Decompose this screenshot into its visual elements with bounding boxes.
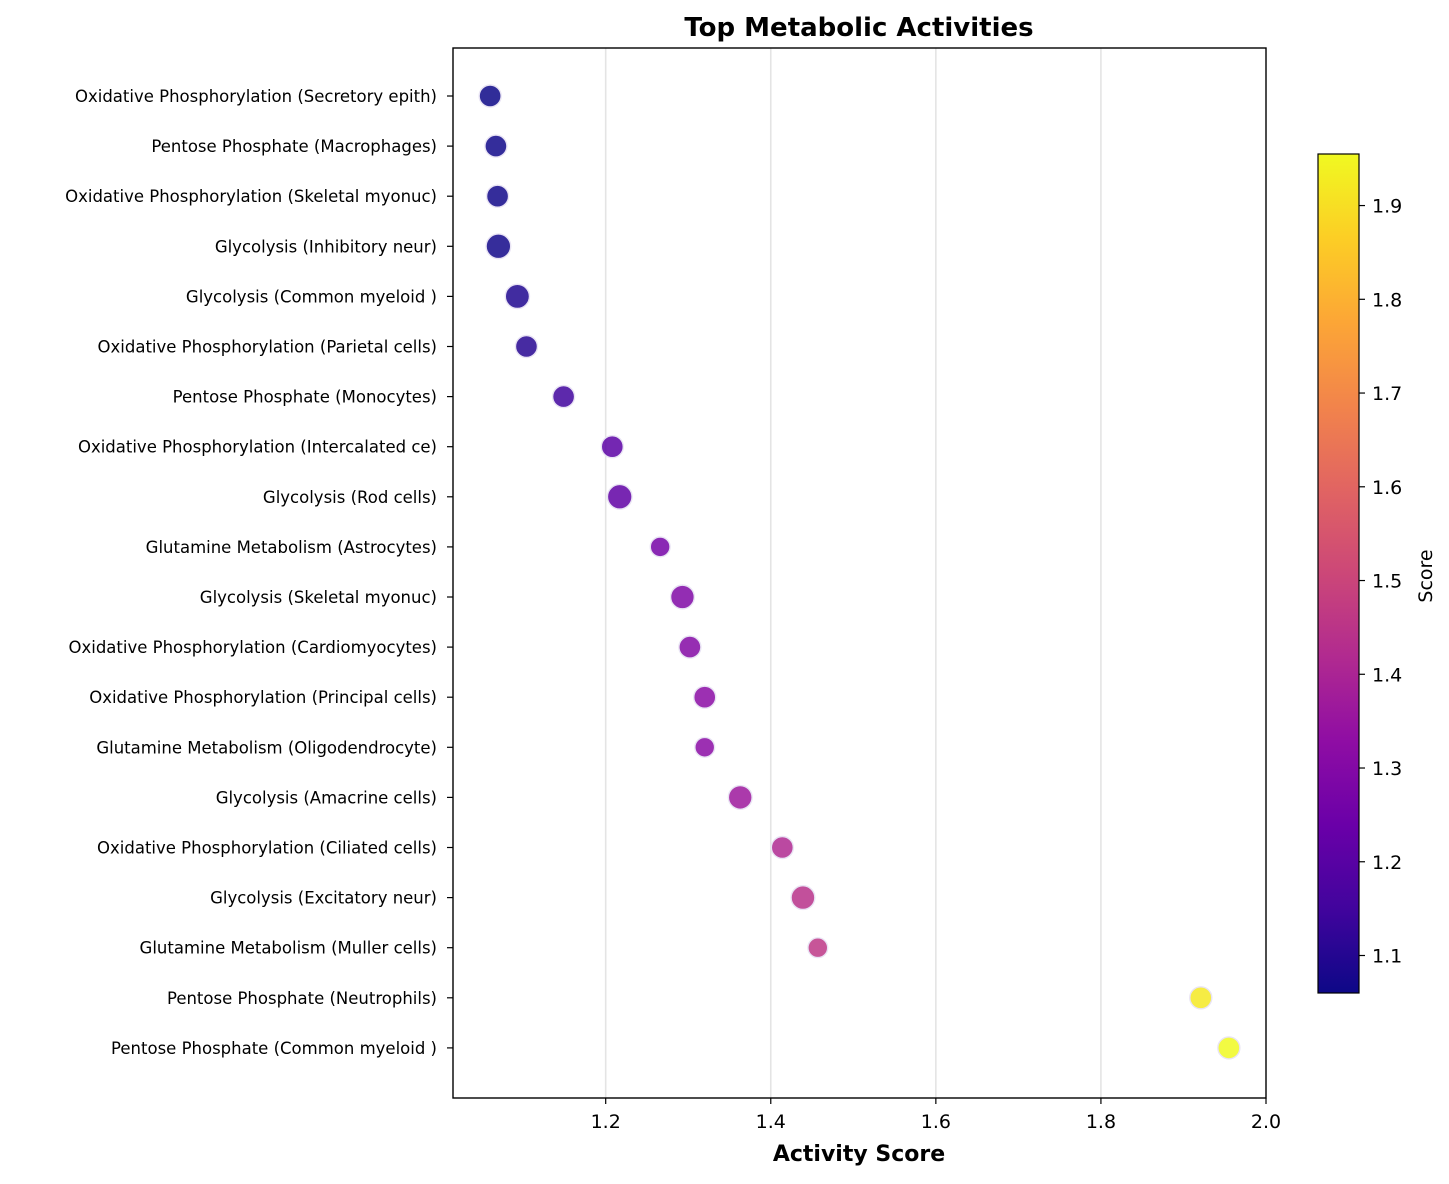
colorbar-tick-label: 1.1 [1372, 946, 1402, 968]
data-point [669, 584, 696, 610]
y-tick-label: Glycolysis (Rod cells) [263, 488, 437, 507]
colorbar-tick-label: 1.8 [1372, 289, 1402, 311]
y-tick-label: Oxidative Phosphorylation (Intercalated … [78, 438, 437, 457]
x-axis-label: Activity Score [773, 1142, 945, 1167]
y-tick-label: Glycolysis (Amacrine cells) [216, 788, 437, 807]
y-tick-label: Pentose Phosphate (Neutrophils) [167, 989, 437, 1008]
grid-lines [604, 48, 1102, 1098]
x-tick-label: 1.2 [591, 1111, 621, 1133]
data-point [694, 736, 716, 758]
y-tick-label: Glutamine Metabolism (Oligodendrocyte) [96, 738, 437, 757]
y-axis-ticks: Oxidative Phosphorylation (Secretory epi… [65, 87, 453, 1058]
y-tick-label: Glycolysis (Common myeloid ) [186, 287, 437, 306]
colorbar-ticks: 1.1 1.2 1.3 1.4 1.5 1.6 1.7 1.8 1.9 [1359, 196, 1402, 968]
colorbar-tick-label: 1.3 [1372, 758, 1402, 780]
data-point [770, 835, 795, 860]
y-tick-label: Glycolysis (Excitatory neur) [210, 889, 437, 908]
chart-title: Top Metabolic Activities [684, 13, 1033, 43]
colorbar-tick-label: 1.2 [1372, 852, 1402, 874]
data-point [727, 784, 753, 810]
y-tick-label: Pentose Phosphate (Monocytes) [173, 388, 437, 407]
data-point [693, 685, 717, 709]
colorbar-tick-label: 1.9 [1372, 196, 1402, 218]
data-point [649, 536, 671, 558]
data-point [606, 483, 633, 510]
data-point [551, 384, 576, 409]
data-point [790, 885, 816, 911]
x-axis-ticks: 1.2 1.4 1.6 1.8 2.0 [591, 1098, 1281, 1133]
x-tick-label: 2.0 [1251, 1111, 1281, 1133]
y-tick-label: Pentose Phosphate (Common myeloid ) [111, 1039, 437, 1058]
data-point [484, 134, 508, 158]
y-tick-label: Oxidative Phosphorylation (Parietal cell… [98, 338, 437, 357]
data-point [807, 937, 829, 959]
colorbar-tick-label: 1.5 [1372, 571, 1402, 593]
data-point [485, 233, 512, 260]
data-point [504, 283, 531, 310]
colorbar-tick-label: 1.4 [1372, 664, 1402, 686]
colorbar-gradient [1317, 153, 1360, 994]
y-tick-label: Glutamine Metabolism (Astrocytes) [146, 538, 437, 557]
colorbar-label: Score [1415, 549, 1437, 602]
data-point [678, 635, 702, 659]
plot-frame [452, 47, 1267, 1099]
x-tick-label: 1.4 [756, 1111, 786, 1133]
data-point [514, 334, 539, 359]
x-tick-label: 1.8 [1086, 1111, 1116, 1133]
y-tick-label: Pentose Phosphate (Macrophages) [151, 137, 437, 156]
y-tick-label: Oxidative Phosphorylation (Principal cel… [89, 688, 437, 707]
colorbar-tick-label: 1.6 [1372, 477, 1402, 499]
y-tick-label: Oxidative Phosphorylation (Ciliated cell… [97, 839, 437, 858]
colorbar-tick-label: 1.7 [1372, 383, 1402, 405]
y-tick-label: Glutamine Metabolism (Muller cells) [140, 939, 437, 958]
scatter-points [478, 84, 1241, 1060]
y-tick-label: Glycolysis (Skeletal myonuc) [200, 588, 437, 607]
y-tick-label: Glycolysis (Inhibitory neur) [215, 237, 437, 256]
x-tick-label: 1.6 [921, 1111, 951, 1133]
data-point [485, 184, 510, 208]
y-tick-label: Oxidative Phosphorylation (Cardiomyocyte… [69, 638, 438, 657]
y-tick-label: Oxidative Phosphorylation (Secretory epi… [75, 87, 437, 106]
data-point [478, 84, 502, 108]
colorbar: 1.1 1.2 1.3 1.4 1.5 1.6 1.7 1.8 1.9 Score [1317, 153, 1437, 994]
data-point [1217, 1036, 1241, 1060]
y-tick-label: Oxidative Phosphorylation (Skeletal myon… [65, 187, 437, 206]
data-point [600, 435, 624, 459]
data-point [1189, 986, 1213, 1010]
